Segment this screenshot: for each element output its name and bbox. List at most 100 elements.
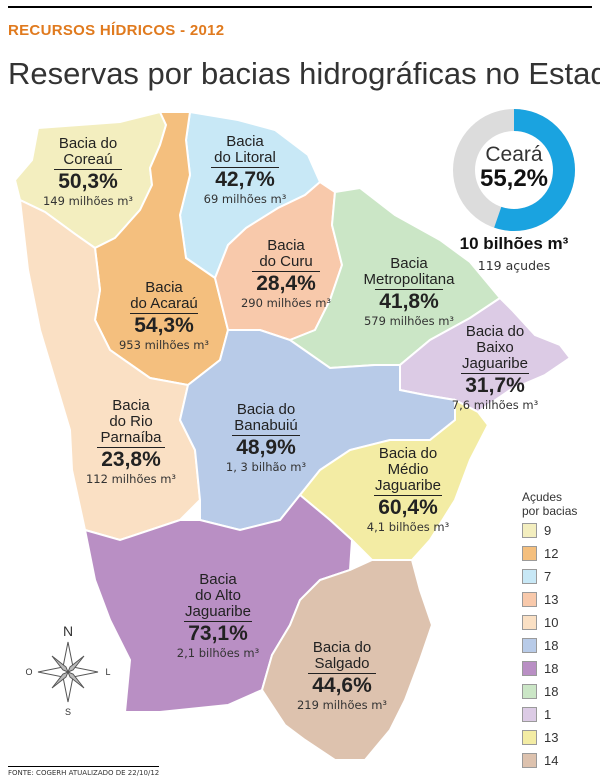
basin-name: Bacia do [58, 135, 118, 152]
basin-volume: 579 milhões m³ [363, 314, 455, 328]
label-baixo-jaguaribe: Bacia do Baixo Jaguaribe 31,7% 7,6 milhõ… [440, 324, 550, 413]
basin-name: Salgado [314, 655, 370, 672]
legend-swatch [522, 730, 537, 745]
source-note: FONTE: COGERH ATUALIZADO DE 22/10/12 [8, 766, 160, 777]
kicker: RECURSOS HÍDRICOS - 2012 [8, 22, 225, 39]
label-banabuiu: Bacia do Banabuiú 48,9% 1, 3 bilhão m³ [206, 402, 326, 475]
legend-item-litoral: 7 [522, 566, 577, 587]
compass-o: O [25, 667, 32, 677]
legend: Açudes por bacias 9 12 7 13 10 18 18 18 1 13 14 [522, 490, 577, 771]
basin-name: Bacia do [378, 445, 438, 462]
label-metropolitana: Bacia Metropolitana 41,8% 579 milhões m³ [340, 256, 478, 329]
header-rule [8, 6, 592, 8]
basin-name: do Litoral [214, 149, 276, 166]
legend-swatch [522, 684, 537, 699]
compass-rose-icon: N S O L [25, 623, 110, 717]
basin-volume: 4,1 bilhões m³ [366, 520, 450, 534]
legend-item-baixo_jaguaribe: 1 [522, 704, 577, 725]
basin-volume: 1, 3 bilhão m³ [225, 460, 307, 474]
label-coreau: Bacia do Coreaú 50,3% 149 milhões m³ [30, 136, 146, 209]
basin-percent: 50,3% [54, 169, 122, 194]
label-parnaiba: Bacia do Rio Parnaíba 23,8% 112 milhões … [66, 398, 196, 487]
basin-name: do Rio [109, 413, 153, 430]
state-donut: Ceará 55,2% [452, 108, 576, 232]
legend-count: 18 [544, 638, 559, 653]
basin-name: Bacia [267, 237, 305, 254]
basin-name: Bacia [226, 133, 264, 150]
legend-swatch [522, 638, 537, 653]
state-reservoirs: 119 açudes [477, 258, 551, 273]
legend-count: 13 [544, 730, 559, 745]
basin-name: do Alto [195, 587, 241, 604]
basin-name: Bacia do [236, 401, 296, 418]
legend-count: 13 [544, 592, 559, 607]
page-title: Reservas por bacias hidrográficas no Est… [8, 56, 600, 91]
basin-volume: 69 milhões m³ [203, 192, 287, 206]
basin-volume: 149 milhões m³ [42, 194, 134, 208]
legend-title: Açudes [522, 490, 563, 504]
legend-count: 9 [544, 523, 552, 538]
basin-name: Bacia [112, 397, 150, 414]
basin-volume: 953 milhões m³ [118, 338, 210, 352]
legend-swatch [522, 615, 537, 630]
basin-name: Coreaú [63, 151, 113, 168]
compass-s: S [65, 707, 71, 717]
state-total-volume: 10 bilhões m³ [459, 234, 569, 253]
basin-name: Banabuiú [234, 417, 298, 434]
basin-percent: 44,6% [308, 673, 376, 698]
basin-volume: 2,1 bilhões m³ [176, 646, 260, 660]
legend-swatch [522, 661, 537, 676]
donut-ring [453, 109, 575, 231]
legend-swatch [522, 546, 537, 561]
legend-swatch [522, 707, 537, 722]
legend-count: 14 [544, 753, 559, 768]
legend-swatch [522, 592, 537, 607]
legend-item-medio_jaguaribe: 13 [522, 727, 577, 748]
basin-name: Bacia [390, 255, 428, 272]
legend-count: 7 [544, 569, 552, 584]
legend-count: 18 [544, 661, 559, 676]
legend-count: 10 [544, 615, 559, 630]
basin-name: Parnaíba [100, 429, 162, 446]
legend-count: 1 [544, 707, 552, 722]
legend-item-acarau: 12 [522, 543, 577, 564]
basin-name: Baixo [476, 339, 514, 356]
basin-percent: 48,9% [232, 435, 300, 460]
legend-item-metropolitana: 18 [522, 681, 577, 702]
basin-name: Jaguaribe [185, 603, 251, 620]
legend-count: 12 [544, 546, 559, 561]
basin-percent: 41,8% [375, 289, 443, 314]
compass-n: N [63, 623, 73, 639]
legend-item-banabuiu: 18 [522, 635, 577, 656]
state-name: Ceará [485, 143, 543, 166]
legend-item-parnaiba: 10 [522, 612, 577, 633]
legend-count: 18 [544, 684, 559, 699]
legend-item-salgado: 14 [522, 750, 577, 771]
basin-name: Jaguaribe [375, 477, 441, 494]
label-medio-jaguaribe: Bacia do Médio Jaguaribe 60,4% 4,1 bilhõ… [346, 446, 470, 535]
basin-name: Metropolitana [363, 271, 455, 288]
state-percent: 55,2% [479, 165, 549, 192]
legend-title: por bacias [522, 504, 578, 518]
legend-item-alto_jaguaribe: 18 [522, 658, 577, 679]
basin-name: Jaguaribe [462, 355, 528, 372]
donut-fill [453, 109, 575, 231]
basin-volume: 219 milhões m³ [296, 698, 388, 712]
basin-volume: 290 milhões m³ [240, 296, 332, 310]
legend-swatch [522, 569, 537, 584]
basin-name: Bacia [199, 571, 237, 588]
basin-percent: 23,8% [97, 447, 165, 472]
basin-volume: 7,6 milhões m³ [451, 398, 539, 412]
region-salgado[interactable] [260, 559, 434, 761]
basin-percent: 54,3% [130, 313, 198, 338]
basin-percent: 60,4% [374, 495, 442, 520]
basin-name: Bacia [145, 279, 183, 296]
basin-name: Médio [387, 461, 429, 478]
legend-swatch [522, 523, 537, 538]
legend-rows: 9 12 7 13 10 18 18 18 1 13 14 [522, 520, 577, 771]
basin-name: Bacia do [465, 323, 525, 340]
basin-percent: 73,1% [184, 621, 252, 646]
state-totals: 10 bilhões m³ 119 açudes [452, 234, 576, 273]
legend-item-curu: 13 [522, 589, 577, 610]
